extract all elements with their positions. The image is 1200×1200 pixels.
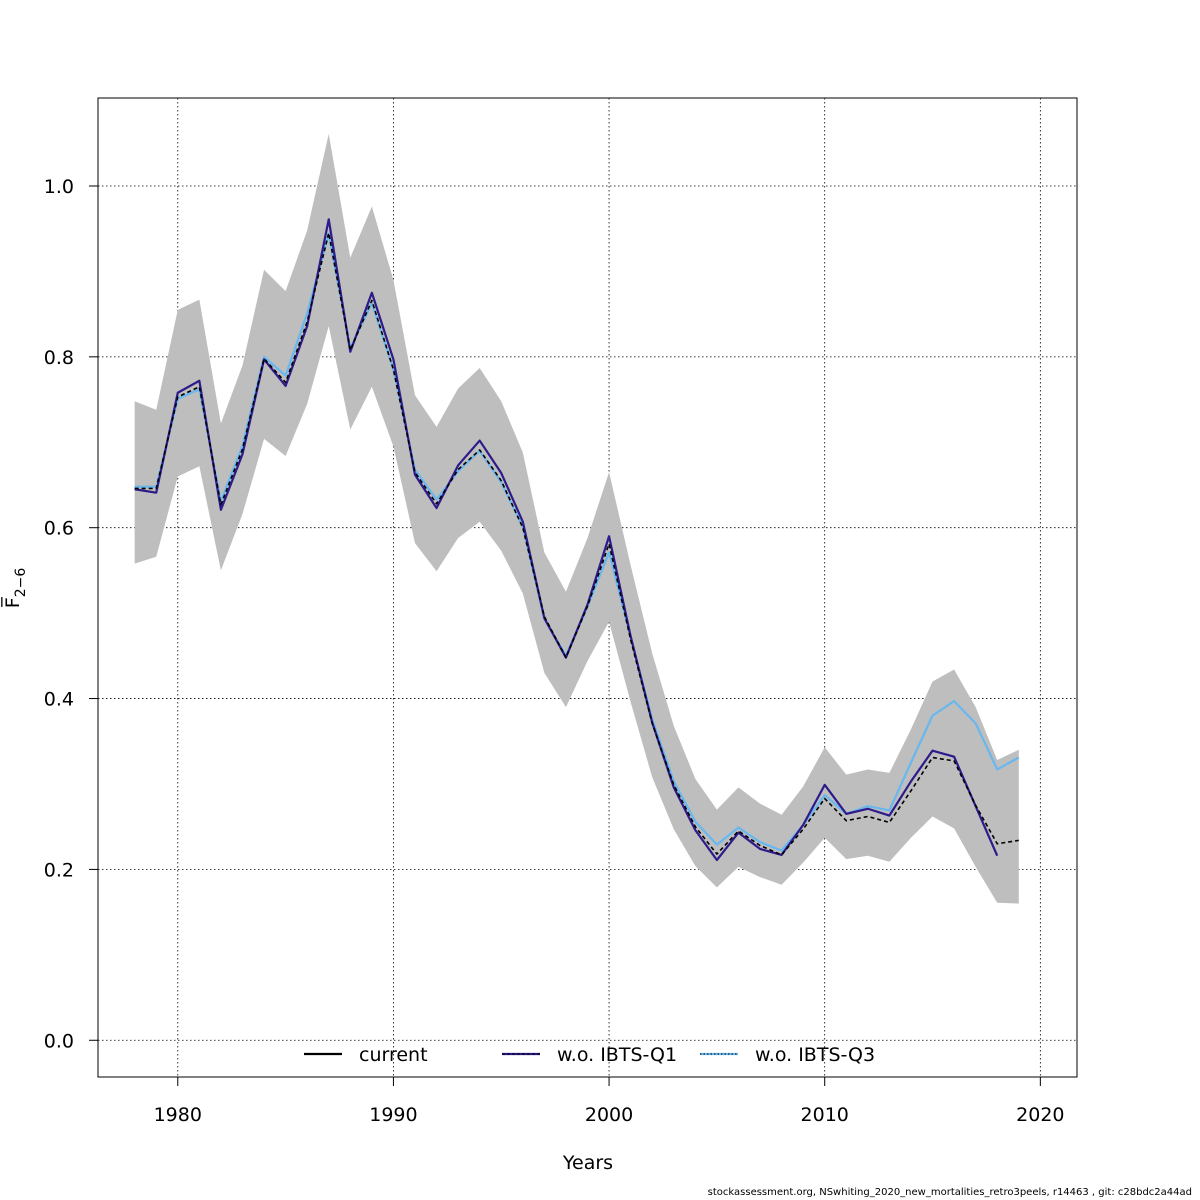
- y-tick-label: 1.0: [44, 176, 74, 198]
- legend-label: current: [359, 1044, 428, 1066]
- y-tick-label: 0.2: [44, 859, 74, 881]
- y-tick-label: 0.8: [44, 347, 74, 369]
- x-tick-label: 1980: [154, 1104, 202, 1126]
- legend-entry: w.o. IBTS-Q3: [700, 1044, 875, 1066]
- series-lines: [134, 218, 1020, 862]
- x-axis-title: Years: [562, 1152, 613, 1174]
- legend-label: w.o. IBTS-Q1: [557, 1044, 677, 1066]
- legend-entry: current: [304, 1044, 428, 1066]
- x-tick-label: 2000: [585, 1104, 633, 1126]
- axes: 1980 1990 2000 2010 2020 0.0 0.2 0.4 0.6 0.8 1.0: [44, 176, 1065, 1126]
- confidence-band-area: [134, 133, 1019, 904]
- confidence-band: [134, 133, 1019, 904]
- y-axis-title: F̅2−6: [0, 568, 29, 609]
- legend: current w.o. IBTS-Q1 w.o. IBTS-Q3: [304, 1044, 875, 1066]
- y-tick-label: 0.6: [44, 518, 74, 540]
- y-tick-label: 0.4: [44, 689, 74, 711]
- footer-caption: stockassessment.org, NSwhiting_2020_new_…: [707, 1187, 1192, 1198]
- plot-frame: [97, 97, 1078, 1078]
- series-line-current: [134, 232, 1019, 856]
- x-tick-label: 1990: [369, 1104, 417, 1126]
- y-axis-title-subscript: 2−6: [13, 568, 29, 598]
- y-tick-label: 0.0: [44, 1030, 74, 1052]
- x-tick-label: 2010: [801, 1104, 849, 1126]
- y-axis-title-main: F̅: [0, 596, 24, 608]
- legend-entry: w.o. IBTS-Q1: [502, 1044, 677, 1066]
- legend-label: w.o. IBTS-Q3: [755, 1044, 875, 1066]
- x-tick-label: 2020: [1016, 1104, 1064, 1126]
